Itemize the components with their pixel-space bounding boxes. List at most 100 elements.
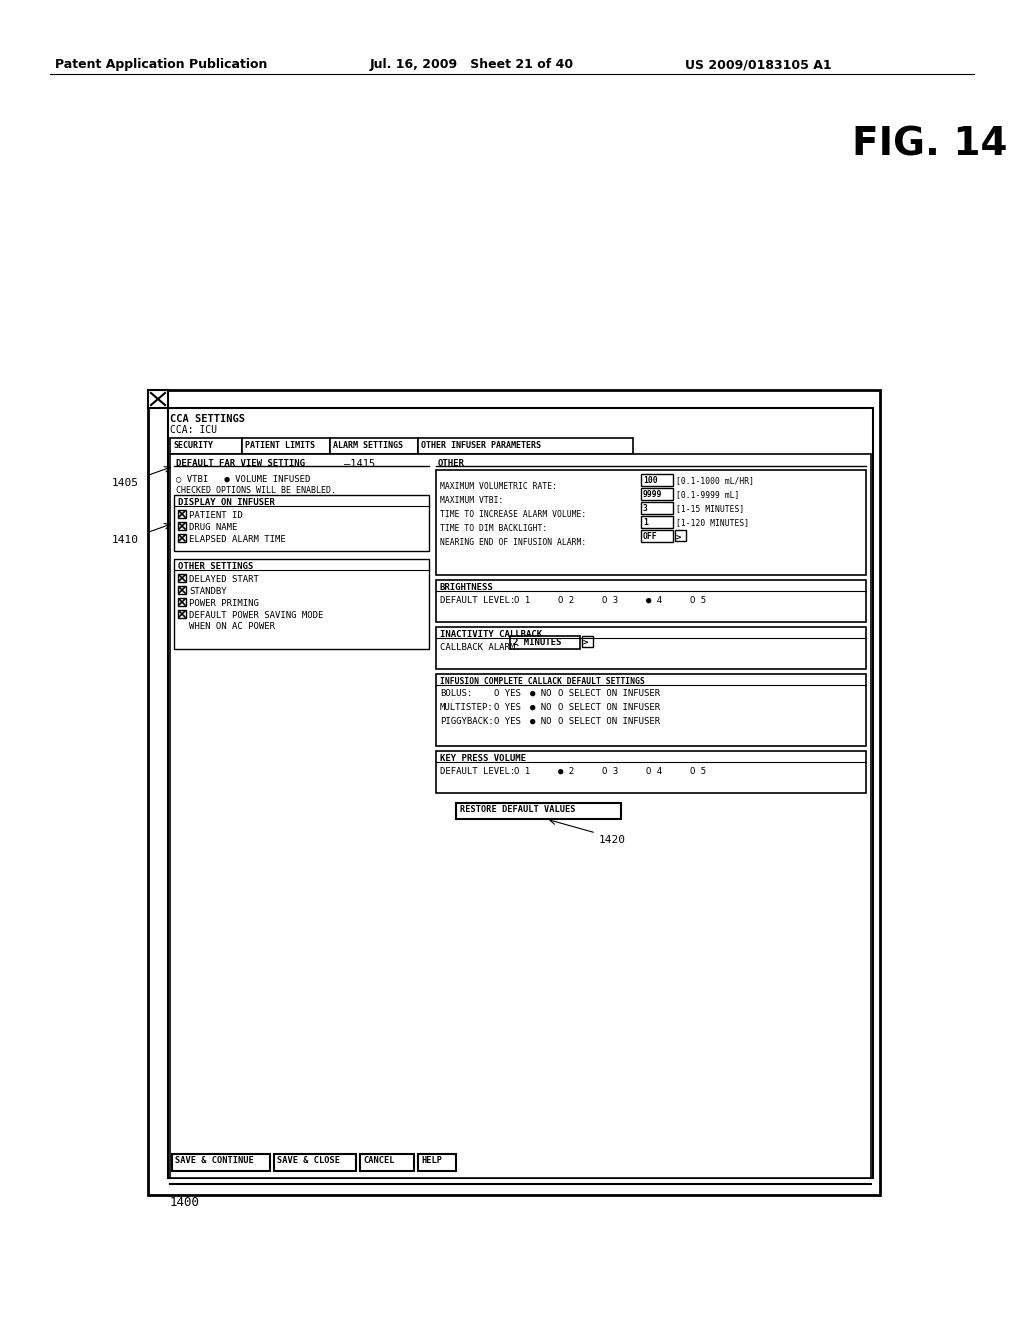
- Text: ELAPSED ALARM TIME: ELAPSED ALARM TIME: [189, 535, 286, 544]
- Text: INACTIVITY CALLBACK: INACTIVITY CALLBACK: [440, 630, 542, 639]
- Text: O YES: O YES: [494, 704, 521, 711]
- Text: —1415: —1415: [344, 459, 375, 469]
- Bar: [170, 454, 871, 1177]
- Text: 9999: 9999: [643, 490, 663, 499]
- Bar: [170, 438, 242, 454]
- Text: PIGGYBACK:: PIGGYBACK:: [440, 717, 494, 726]
- Text: ○ VTBI   ● VOLUME INFUSED: ○ VTBI ● VOLUME INFUSED: [176, 474, 310, 483]
- Text: ALARM SETTINGS: ALARM SETTINGS: [333, 441, 403, 450]
- Text: >: >: [583, 638, 589, 645]
- Bar: [178, 610, 186, 618]
- Bar: [641, 502, 673, 513]
- Bar: [641, 488, 673, 500]
- Text: 1400: 1400: [170, 1196, 200, 1209]
- Text: ● 4: ● 4: [646, 597, 663, 605]
- Bar: [436, 579, 866, 622]
- Text: STANDBY: STANDBY: [189, 587, 226, 597]
- Text: 3: 3: [643, 504, 648, 513]
- Text: 100: 100: [643, 477, 657, 484]
- Text: >: >: [676, 532, 681, 541]
- Text: DEFAULT LEVEL:: DEFAULT LEVEL:: [440, 597, 515, 605]
- Text: WHEN ON AC POWER: WHEN ON AC POWER: [189, 622, 275, 631]
- Bar: [456, 803, 621, 818]
- Bar: [330, 438, 418, 454]
- Bar: [148, 389, 168, 408]
- Bar: [174, 558, 429, 649]
- Text: US 2009/0183105 A1: US 2009/0183105 A1: [685, 58, 831, 71]
- Text: INFUSION COMPLETE CALLACK DEFAULT SETTINGS: INFUSION COMPLETE CALLACK DEFAULT SETTIN…: [440, 677, 645, 686]
- Text: 2 MINUTES: 2 MINUTES: [513, 638, 561, 647]
- Text: RESTORE DEFAULT VALUES: RESTORE DEFAULT VALUES: [460, 805, 575, 814]
- Bar: [436, 751, 866, 793]
- Bar: [174, 495, 429, 550]
- Bar: [178, 510, 186, 517]
- Text: PATIENT ID: PATIENT ID: [189, 511, 243, 520]
- Bar: [242, 438, 330, 454]
- Bar: [675, 531, 686, 541]
- Bar: [178, 586, 186, 594]
- Bar: [178, 598, 186, 606]
- Text: [1-15 MINUTES]: [1-15 MINUTES]: [676, 504, 744, 513]
- Text: Patent Application Publication: Patent Application Publication: [55, 58, 267, 71]
- Text: DRUG NAME: DRUG NAME: [189, 523, 238, 532]
- Bar: [418, 438, 633, 454]
- Bar: [641, 516, 673, 528]
- Text: 1405: 1405: [112, 478, 139, 488]
- Text: PATIENT LIMITS: PATIENT LIMITS: [245, 441, 315, 450]
- Bar: [274, 1154, 356, 1171]
- Bar: [641, 474, 673, 486]
- Text: O 1: O 1: [514, 597, 530, 605]
- Bar: [148, 389, 880, 1195]
- Text: ● NO: ● NO: [530, 704, 552, 711]
- Text: O 5: O 5: [690, 597, 707, 605]
- Text: O YES: O YES: [494, 717, 521, 726]
- Text: [1-120 MINUTES]: [1-120 MINUTES]: [676, 517, 750, 527]
- Text: KEY PRESS VOLUME: KEY PRESS VOLUME: [440, 754, 526, 763]
- Text: ● 2: ● 2: [558, 767, 574, 776]
- Text: TIME TO INCREASE ALARM VOLUME:: TIME TO INCREASE ALARM VOLUME:: [440, 510, 587, 519]
- Text: NEARING END OF INFUSION ALARM:: NEARING END OF INFUSION ALARM:: [440, 539, 587, 546]
- Text: O SELECT ON INFUSER: O SELECT ON INFUSER: [558, 689, 660, 698]
- Text: ● NO: ● NO: [530, 689, 552, 698]
- Bar: [418, 1154, 456, 1171]
- Text: [0.1-1000 mL/HR]: [0.1-1000 mL/HR]: [676, 477, 754, 484]
- Text: CCA SETTINGS: CCA SETTINGS: [170, 414, 245, 424]
- Bar: [178, 535, 186, 543]
- Text: SAVE & CLOSE: SAVE & CLOSE: [278, 1156, 340, 1166]
- Text: O 2: O 2: [558, 597, 574, 605]
- Text: DEFAULT FAR VIEW SETTING: DEFAULT FAR VIEW SETTING: [176, 459, 305, 469]
- Text: DEFAULT LEVEL:: DEFAULT LEVEL:: [440, 767, 515, 776]
- Text: CHECKED OPTIONS WILL BE ENABLED.: CHECKED OPTIONS WILL BE ENABLED.: [176, 486, 336, 495]
- Text: 1: 1: [643, 517, 648, 527]
- Text: O 3: O 3: [602, 767, 618, 776]
- Text: O 4: O 4: [646, 767, 663, 776]
- Bar: [582, 636, 593, 647]
- Text: O SELECT ON INFUSER: O SELECT ON INFUSER: [558, 704, 660, 711]
- Bar: [436, 675, 866, 746]
- Text: DISPLAY ON INFUSER: DISPLAY ON INFUSER: [178, 498, 274, 507]
- Text: SAVE & CONTINUE: SAVE & CONTINUE: [175, 1156, 254, 1166]
- Bar: [168, 408, 873, 1177]
- Text: OFF: OFF: [643, 532, 657, 541]
- Bar: [360, 1154, 414, 1171]
- Text: O 5: O 5: [690, 767, 707, 776]
- Text: O YES: O YES: [494, 689, 521, 698]
- Text: OTHER: OTHER: [438, 459, 465, 469]
- Text: MAXIMUM VTBI:: MAXIMUM VTBI:: [440, 496, 504, 506]
- Text: DELAYED START: DELAYED START: [189, 576, 259, 583]
- Bar: [172, 1154, 270, 1171]
- Text: SECURITY: SECURITY: [173, 441, 213, 450]
- Text: OTHER INFUSER PARAMETERS: OTHER INFUSER PARAMETERS: [421, 441, 541, 450]
- Text: ● NO: ● NO: [530, 717, 552, 726]
- Bar: [436, 470, 866, 576]
- Text: FIG. 14: FIG. 14: [852, 125, 1008, 162]
- Text: 1420: 1420: [599, 836, 626, 845]
- Text: OTHER SETTINGS: OTHER SETTINGS: [178, 562, 253, 572]
- Text: [0.1-9999 mL]: [0.1-9999 mL]: [676, 490, 739, 499]
- Bar: [178, 521, 186, 531]
- Text: O 3: O 3: [602, 597, 618, 605]
- Bar: [641, 531, 673, 543]
- Text: MULTISTEP:: MULTISTEP:: [440, 704, 494, 711]
- Text: POWER PRIMING: POWER PRIMING: [189, 599, 259, 609]
- Text: HELP: HELP: [421, 1156, 442, 1166]
